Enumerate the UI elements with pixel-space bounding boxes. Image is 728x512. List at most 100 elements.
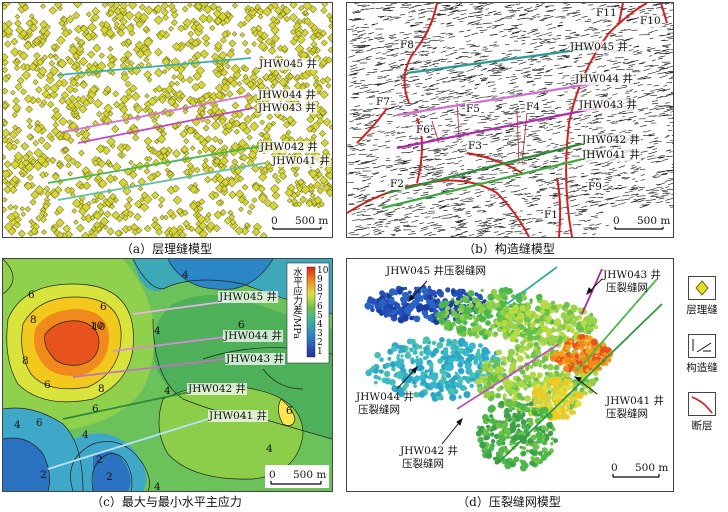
scale-bar-zero: 0 [613, 215, 620, 227]
legend-label-fault: 断层 [691, 420, 713, 432]
well-trajectory-jhw044 [396, 81, 598, 117]
caption-a: （a）层理缝模型 [120, 242, 213, 256]
legend: 层理缝 构造缝 断层 [676, 268, 728, 468]
fault-label-f4: F4 [525, 101, 541, 113]
contour-label: 6 [100, 301, 107, 313]
well-label-jhw043: JHW043 井 [578, 99, 639, 111]
scale-bar-zero: 0 [269, 469, 276, 481]
contour-label: 6 [92, 403, 99, 415]
scale-bar-end: 500 m [635, 462, 669, 474]
well-trajectory-jhw041 [57, 162, 266, 201]
net-label-jhw043-line1: JHW043 井 [603, 269, 662, 281]
net-label-jhw043-line2: 压裂缝网 [606, 282, 648, 294]
well-label-jhw044: JHW044 井 [223, 330, 284, 342]
contour-label: 4 [266, 443, 273, 455]
fault-label-f3: F3 [467, 140, 483, 152]
colorbar-tick: 8 [317, 284, 323, 294]
contour-label: 4 [164, 385, 171, 397]
well-trajectory-jhw041 [576, 278, 658, 372]
well-trajectory-jhw042 [47, 145, 262, 184]
fault-label-f10: F10 [639, 15, 662, 27]
stress-contour-plot [3, 259, 332, 491]
well-label-jhw041: JHW041 井 [271, 155, 332, 167]
colorbar-tick: 6 [317, 302, 323, 312]
contour-label: 6 [36, 417, 43, 429]
caption-d: （d）压裂缝网模型 [457, 495, 561, 509]
contour-label: 4 [182, 269, 189, 281]
well-trajectory-jhw045 [57, 57, 252, 76]
fault-label-f1: F1 [543, 209, 559, 221]
well-label-jhw043: JHW043 井 [225, 353, 286, 365]
well-label-jhw044: JHW044 井 [257, 89, 318, 101]
contour-label: 8 [22, 355, 29, 367]
bedding-fracture-plot [3, 3, 332, 237]
colorbar-tick: 7 [317, 293, 323, 303]
well-trajectory-jhw042 [386, 141, 586, 195]
fault-label-f9: F9 [587, 181, 603, 193]
contour-label: 6 [286, 405, 293, 417]
colorbar-tick: 9 [317, 275, 323, 285]
well-trajectory-jhw043 [72, 358, 226, 378]
well-trajectory-jhw045 [406, 46, 593, 75]
bedding-fracture-icon [688, 276, 716, 300]
well-trajectory-jhw044 [112, 336, 226, 352]
caption-b: （b）构造缝模型 [463, 242, 555, 256]
contour-label: 4 [154, 325, 161, 337]
well-trajectory-jhw043 [396, 106, 598, 150]
well-label-jhw043: JHW043 井 [257, 102, 318, 114]
scale-bar-end: 500 m [293, 469, 327, 481]
scale-bar-end: 500 m [637, 215, 671, 227]
contour-label: 4 [154, 481, 161, 492]
fracture-network-plot [347, 259, 673, 491]
bedding-fracture-markers [3, 3, 332, 237]
fault-label-f11: F11 [595, 7, 618, 19]
contour-label: 6 [28, 289, 35, 301]
net-label-jhw044-line1: JHW044 井 [356, 391, 415, 403]
contour-label: 10 [90, 320, 104, 332]
legend-label-structural: 构造缝 [686, 362, 718, 374]
fault-label-f7: F7 [375, 96, 391, 108]
net-label-jhw041-line1: JHW041 井 [606, 395, 665, 407]
panel-a-bedding-fracture-model: JHW045 井 JHW044 井 JHW043 井 JHW042 井 JHW0… [2, 2, 333, 238]
contour-label: 2 [40, 469, 47, 481]
well-label-jhw041: JHW041 井 [208, 410, 269, 422]
structural-fracture-icon [688, 334, 716, 358]
fracture-network-cloud [364, 284, 614, 472]
fault-label-f6: F6 [415, 124, 431, 136]
well-label-jhw042: JHW042 井 [187, 383, 248, 395]
contour-label: 10 [92, 321, 106, 333]
scale-bar-zero: 0 [611, 462, 618, 474]
fault-label-f2: F2 [389, 178, 405, 190]
net-label-jhw044-line2: 压裂缝网 [358, 404, 400, 416]
contour-label: 8 [30, 314, 37, 326]
well-trajectory-jhw043 [77, 107, 254, 144]
well-label-jhw044: JHW044 井 [574, 73, 635, 85]
contour-label: 2 [96, 454, 103, 466]
well-label-jhw041: JHW041 井 [581, 149, 642, 161]
net-label-jhw042-line2: 压裂缝网 [402, 458, 444, 470]
well-trajectory-jhw045 [132, 300, 230, 315]
colorbar-tick: 10 [317, 266, 329, 276]
well-trajectory-jhw042 [496, 303, 663, 465]
scale-bar-end: 500 m [295, 215, 329, 227]
contour-label: 6 [238, 319, 245, 331]
colorbar-title: 水平应力差/MPa [291, 267, 302, 340]
well-label-jhw042: JHW042 井 [259, 141, 320, 153]
net-label-jhw042-line1: JHW042 井 [400, 445, 459, 457]
well-trajectory-jhw044 [62, 94, 252, 133]
fault-label-f8: F8 [399, 39, 415, 51]
well-trajectory-jhw044 [456, 343, 560, 410]
contour-label: 4 [14, 419, 21, 431]
caption-c: （c）最大与最小水平主应力 [91, 495, 242, 509]
colorbar-tick: 5 [317, 311, 323, 321]
scale-bar-zero: 0 [271, 215, 278, 227]
colorbar-tick: 2 [317, 338, 323, 348]
well-label-jhw045: JHW045 井 [569, 41, 630, 53]
panel-d-fracture-network-model: JHW045 井压裂缝网 JHW043 井 压裂缝网 JHW044 井 压裂缝网… [346, 258, 674, 492]
legend-label-bedding: 层理缝 [686, 304, 718, 316]
net-label-jhw041-line2: 压裂缝网 [606, 408, 648, 420]
fault-icon [688, 392, 716, 416]
contour-label: 6 [44, 379, 51, 391]
panel-c-stress-difference-map: 水平应力差/MPa 10 9 8 7 6 5 4 3 2 1 JHW045 井 … [2, 258, 333, 492]
colorbar-tick: 3 [317, 329, 323, 339]
